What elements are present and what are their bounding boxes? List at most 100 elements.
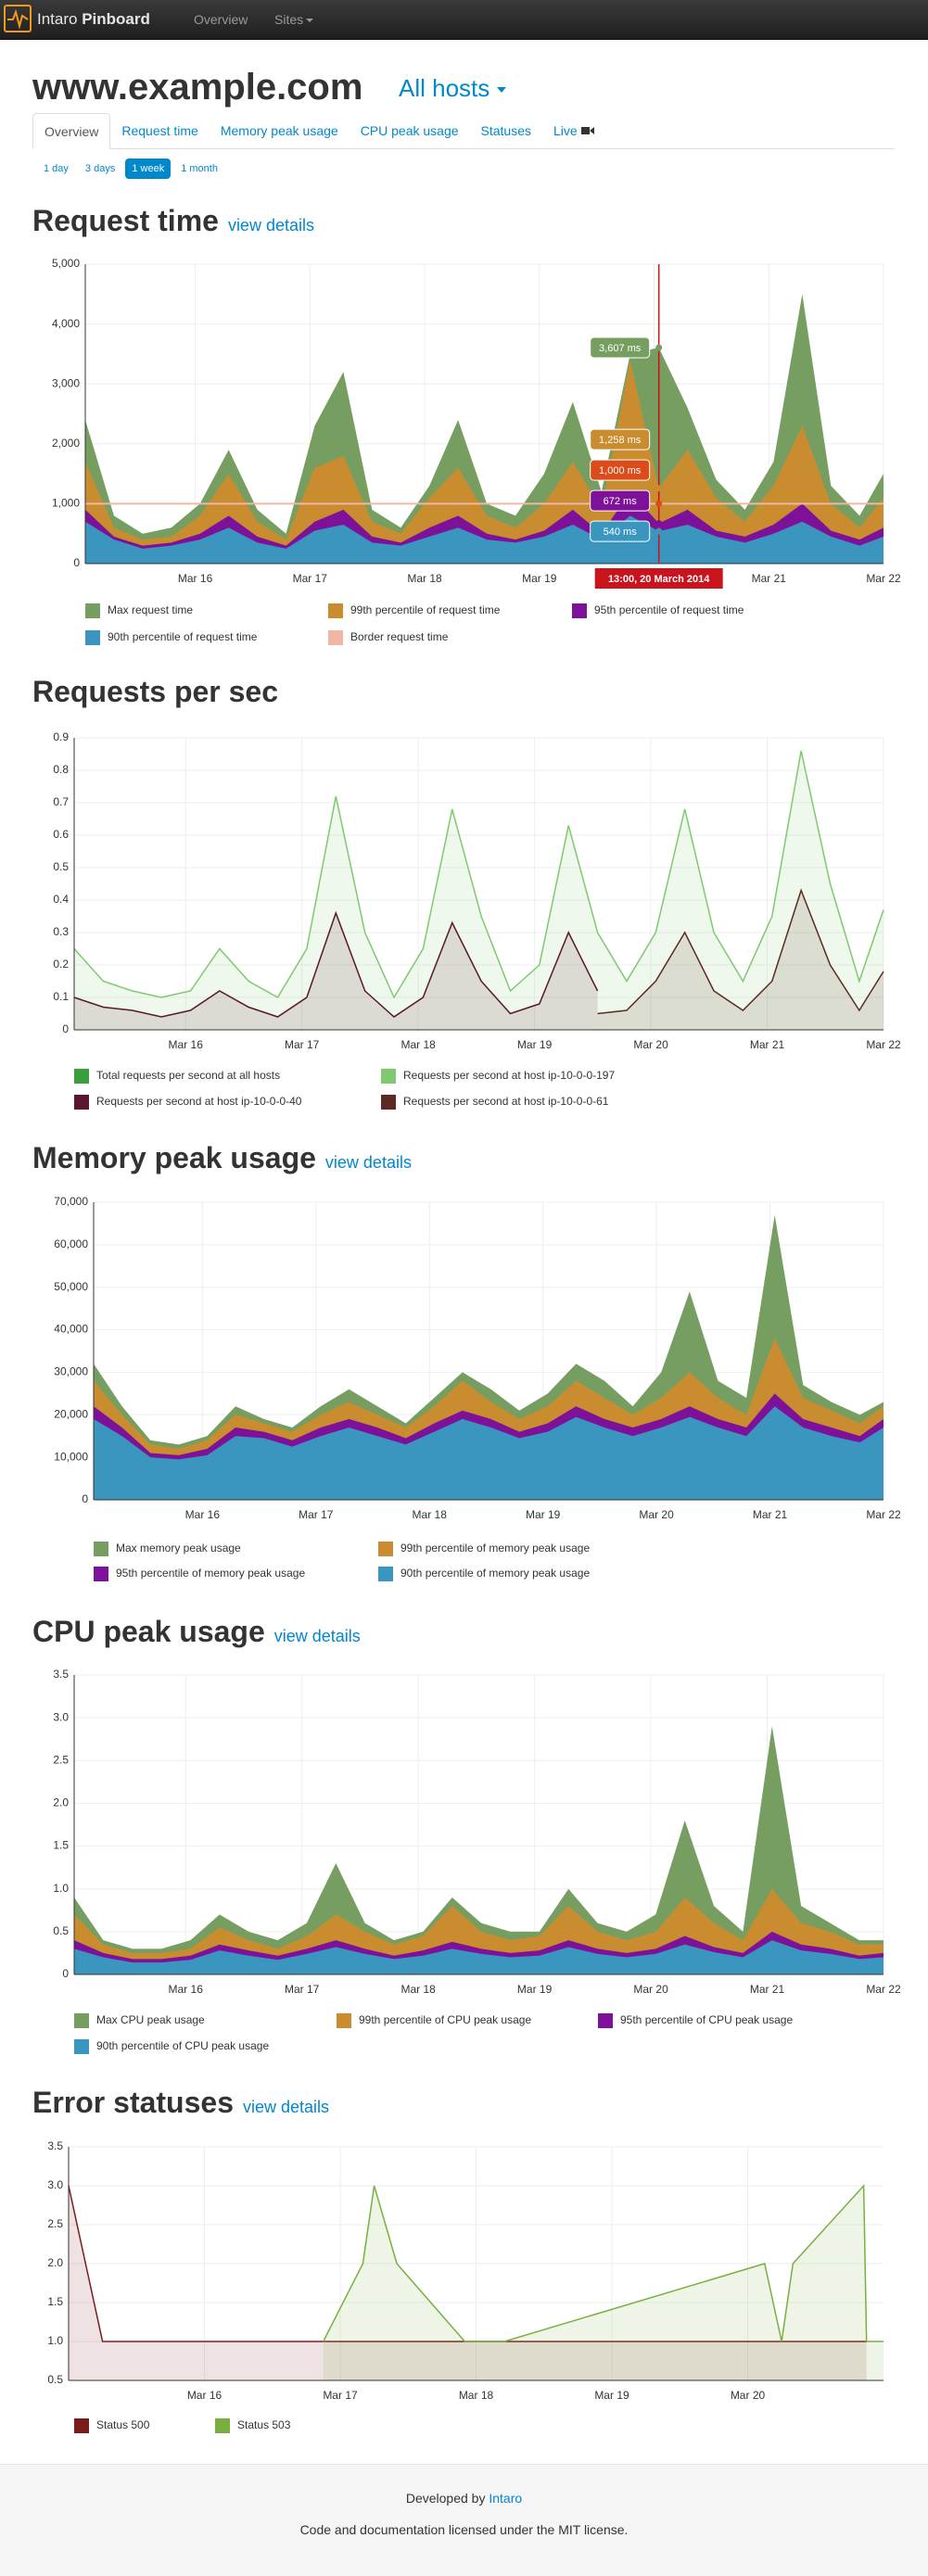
- tab[interactable]: Statuses: [480, 123, 532, 138]
- brand[interactable]: Intaro Pinboard: [37, 9, 150, 30]
- x-tick-label: Mar 20: [633, 1038, 668, 1051]
- footer-text: Developed by: [405, 2491, 486, 2506]
- section-heading: Requests per sec: [32, 673, 278, 710]
- x-tick-label: Mar 19: [526, 1508, 561, 1521]
- legend-label: Status 500: [96, 2418, 150, 2431]
- line: [323, 2184, 884, 2342]
- x-tick-label: Mar 18: [400, 1983, 436, 1996]
- hover-dot: [655, 485, 663, 492]
- y-tick-label: 10,000: [54, 1450, 88, 1463]
- y-tick-label: 4,000: [52, 317, 80, 330]
- tooltip-date: 13:00, 20 March 2014: [608, 574, 710, 585]
- y-tick-label: 0.5: [53, 860, 69, 873]
- x-tick-label: Mar 16: [169, 1983, 204, 1996]
- y-tick-label: 40,000: [54, 1323, 88, 1336]
- legend-label: Border request time: [350, 630, 449, 643]
- logo-icon: [7, 8, 29, 30]
- x-tick-label: Mar 20: [639, 1508, 674, 1521]
- period[interactable]: 1 week: [125, 159, 172, 179]
- legend-swatch: [337, 2013, 351, 2028]
- legend-swatch: [74, 2013, 89, 2028]
- caret: [306, 19, 314, 23]
- x-tick-label: Mar 17: [293, 572, 328, 585]
- section-heading: Error statuses view details: [32, 2084, 329, 2121]
- area: [323, 2186, 884, 2380]
- y-tick-label: 3.5: [53, 1668, 69, 1681]
- tab[interactable]: CPU peak usage: [360, 123, 459, 138]
- y-tick-label: 1.5: [53, 1839, 69, 1852]
- site-title: www.example.com: [32, 67, 363, 108]
- legend-swatch: [74, 1069, 89, 1084]
- nav-link: Sites: [274, 12, 304, 27]
- hosts-dropdown[interactable]: All hosts: [399, 73, 507, 103]
- y-tick-label: 1.0: [47, 2334, 63, 2347]
- y-tick-label: 5,000: [52, 257, 80, 270]
- y-tick-label: 2.0: [47, 2256, 63, 2269]
- y-tick-label: 50,000: [54, 1280, 88, 1293]
- period[interactable]: 3 days: [84, 163, 116, 174]
- period[interactable]: 1 month: [181, 163, 218, 174]
- x-tick-label: Mar 21: [750, 1038, 785, 1051]
- tooltip-date-box: [594, 568, 723, 589]
- y-tick-label: 0.9: [53, 730, 69, 743]
- x-tick-label: Mar 16: [187, 2389, 222, 2402]
- line: [73, 750, 884, 999]
- legend-label: 90th percentile of CPU peak usage: [96, 2039, 269, 2052]
- tab[interactable]: Request time: [121, 123, 198, 138]
- x-tick-label: Mar 19: [517, 1983, 553, 1996]
- legend-label: 99th percentile of request time: [350, 603, 501, 616]
- y-tick-label: 0: [73, 556, 80, 569]
- legend-label: 95th percentile of memory peak usage: [116, 1567, 305, 1580]
- brand-name-bold: Pinboard: [82, 10, 150, 28]
- legend-label: Status 503: [237, 2418, 291, 2431]
- camera-icon: [580, 127, 594, 134]
- y-tick-label: 0: [82, 1492, 88, 1505]
- tab[interactable]: Memory peak usage: [220, 123, 338, 138]
- tab[interactable]: Overview: [32, 113, 111, 149]
- area: [74, 1940, 884, 1974]
- heading: CPU peak usage: [32, 1615, 265, 1648]
- nav-dropdown[interactable]: Sites: [274, 10, 314, 29]
- legend-label: 95th percentile of CPU peak usage: [620, 2013, 793, 2026]
- x-tick-label: Mar 17: [299, 1508, 334, 1521]
- y-tick-label: 3.0: [47, 2178, 63, 2191]
- x-tick-label: Mar 17: [285, 1038, 320, 1051]
- x-tick-label: Mar 20: [633, 1983, 668, 1996]
- tooltip-value: 1,000 ms: [599, 465, 642, 476]
- legend-swatch: [215, 2418, 230, 2433]
- x-tick-label: Mar 18: [459, 2389, 494, 2402]
- hover-dot: [655, 500, 663, 507]
- legend-label: 90th percentile of memory peak usage: [400, 1567, 590, 1580]
- brand-name: Intaro: [37, 10, 78, 28]
- legend-swatch: [381, 1069, 396, 1084]
- x-tick-label: Mar 16: [178, 572, 213, 585]
- hover-dot: [655, 344, 663, 351]
- legend-label: Requests per second at host ip-10-0-0-40: [96, 1095, 302, 1108]
- tab-label: Live: [553, 123, 578, 138]
- y-tick-label: 0.3: [53, 925, 69, 938]
- period[interactable]: 1 day: [44, 163, 69, 174]
- legend-swatch: [378, 1567, 393, 1581]
- legend-label: Max memory peak usage: [116, 1542, 241, 1554]
- x-tick-label: Mar 16: [169, 1038, 204, 1051]
- details-link[interactable]: view details: [273, 1627, 361, 1645]
- y-tick-label: 0: [62, 1967, 69, 1980]
- tab-live[interactable]: Live: [542, 113, 605, 148]
- details-link[interactable]: view details: [227, 216, 314, 235]
- hosts-label: All hosts: [399, 74, 490, 102]
- x-tick-label: Mar 18: [407, 572, 442, 585]
- x-tick-label: Mar 21: [753, 1508, 788, 1521]
- y-tick-label: 2.5: [53, 1753, 69, 1766]
- details-link[interactable]: view details: [242, 2098, 330, 2116]
- hover-dot: [655, 520, 663, 527]
- x-tick-label: Mar 22: [866, 1983, 901, 1996]
- details-link[interactable]: view details: [324, 1153, 412, 1172]
- area: [94, 1406, 884, 1500]
- nav-link[interactable]: Overview: [194, 12, 248, 27]
- x-tick-label: Mar 19: [594, 2389, 629, 2402]
- legend-swatch: [328, 630, 343, 645]
- footer-link[interactable]: Intaro: [489, 2491, 523, 2506]
- legend-swatch: [94, 1542, 108, 1556]
- legend-label: 90th percentile of request time: [108, 630, 258, 643]
